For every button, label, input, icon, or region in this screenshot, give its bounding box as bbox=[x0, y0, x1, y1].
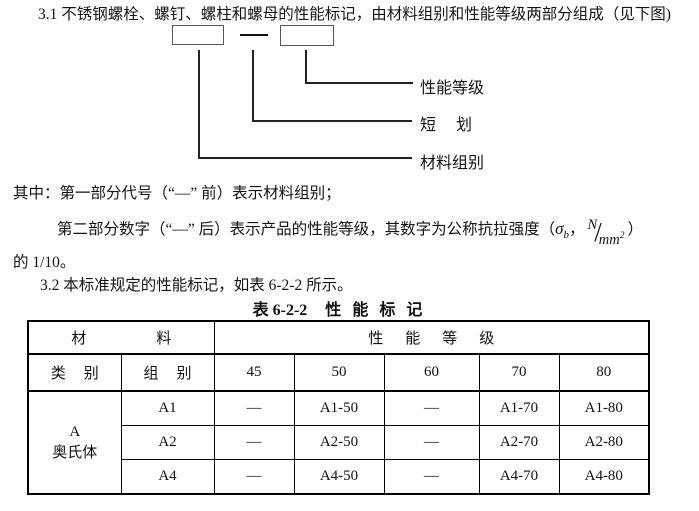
formula-comma: ， bbox=[569, 221, 585, 238]
group-cell: A4 bbox=[120, 459, 215, 495]
table-row-a1: A 奥氏体 A1 — A1-50 — A1-70 A1-80 bbox=[27, 390, 650, 495]
value-cell: A4-50 bbox=[293, 459, 385, 495]
leader-line-grade-vertical bbox=[305, 50, 307, 83]
table-title: 表 6-2-2 性能标记 bbox=[27, 296, 648, 320]
header-grade-70: 70 bbox=[478, 353, 560, 392]
leader-line-material-horizontal bbox=[198, 157, 412, 159]
value-cell: A4-80 bbox=[558, 459, 650, 495]
type-cell-austenite: A 奥氏体 bbox=[27, 390, 122, 495]
material-group-box bbox=[172, 25, 224, 45]
paragraph-3-2: 3.2 本标准规定的性能标记，如表 6-2-2 所示。 bbox=[40, 277, 353, 294]
paragraph-3-1: 3.1 不锈钢螺栓、螺钉、螺柱和螺母的性能标记，由材料组别和性能等级两部分组成（… bbox=[38, 6, 671, 23]
note-second-part: 第二部分数字（“—” 后）表示产品的性能等级，其数字为公称抗拉强度（σb， N/m… bbox=[57, 217, 643, 248]
label-dash-char1: 短 bbox=[420, 117, 437, 134]
header-material: 材料 bbox=[27, 320, 215, 355]
fraction-numerator: N bbox=[587, 217, 598, 233]
performance-marking-table: 材料 性能等级 类别 组别 45 50 60 70 80 A 奥氏体 A1 bbox=[27, 320, 651, 495]
note-second-part-text: 第二部分数字（“—” 后）表示产品的性能等级，其数字为公称抗拉强度（ bbox=[57, 221, 556, 238]
type-name: 奥氏体 bbox=[52, 444, 98, 461]
value-cell: A2-80 bbox=[558, 425, 650, 460]
group-cell: A2 bbox=[120, 425, 215, 460]
header-grade-45: 45 bbox=[213, 353, 295, 392]
leader-line-dash-horizontal bbox=[252, 120, 412, 122]
leader-line-grade-horizontal bbox=[305, 82, 413, 84]
value-cell: — bbox=[213, 459, 295, 495]
value-cell: — bbox=[383, 425, 480, 460]
formula-close-paren: ） bbox=[627, 221, 643, 238]
table-row-a2: A2 — A2-50 — A2-70 A2-80 bbox=[28, 425, 650, 460]
table-header-row-1: 材料 性能等级 bbox=[27, 320, 650, 355]
table-row-a4: A4 — A4-50 — A4-70 A4-80 bbox=[28, 459, 650, 495]
table-header-row-2: 类别 组别 45 50 60 70 80 bbox=[27, 353, 650, 392]
header-grade-60: 60 bbox=[383, 353, 480, 392]
value-cell: A1-70 bbox=[478, 390, 560, 426]
note-one-tenth: 的 1/10。 bbox=[13, 254, 76, 271]
header-grade-80: 80 bbox=[558, 353, 650, 392]
leader-line-material-vertical bbox=[198, 50, 200, 158]
fraction-slash: / bbox=[594, 217, 602, 247]
header-type: 类别 bbox=[27, 353, 122, 392]
leader-line-dash-vertical bbox=[252, 50, 254, 121]
table-title-text: 性能标记 bbox=[325, 302, 423, 319]
label-dash-char2: 划 bbox=[456, 117, 473, 134]
value-cell: A2-50 bbox=[293, 425, 385, 460]
fraction-denominator: mm2 bbox=[598, 231, 625, 248]
value-cell: — bbox=[383, 459, 480, 495]
header-performance-grade: 性能等级 bbox=[213, 320, 650, 355]
performance-grade-box bbox=[280, 25, 334, 46]
header-group: 组别 bbox=[120, 353, 215, 392]
value-cell: A1-50 bbox=[293, 390, 385, 426]
value-cell: — bbox=[213, 390, 295, 426]
value-cell: — bbox=[213, 425, 295, 460]
dash-symbol bbox=[240, 34, 268, 36]
group-cell: A1 bbox=[120, 390, 215, 426]
header-grade-50: 50 bbox=[293, 353, 385, 392]
type-letter: A bbox=[69, 423, 81, 440]
value-cell: A1-80 bbox=[558, 390, 650, 426]
sigma-symbol: σ bbox=[555, 219, 564, 238]
label-performance-grade: 性能等级 bbox=[420, 80, 485, 97]
table-title-number: 表 6-2-2 bbox=[252, 302, 308, 319]
label-dash: 短 划 bbox=[420, 111, 472, 135]
value-cell: A2-70 bbox=[478, 425, 560, 460]
fraction-denominator-exponent: 2 bbox=[619, 231, 625, 242]
fraction-denominator-base: mm bbox=[598, 232, 620, 248]
value-cell: — bbox=[383, 390, 480, 426]
label-material-group: 材料组别 bbox=[420, 155, 485, 172]
value-cell: A4-70 bbox=[478, 459, 560, 495]
note-first-part: 其中：第一部分代号（“—” 前）表示材料组别； bbox=[13, 185, 341, 202]
sigma-subscript: b bbox=[563, 229, 570, 242]
n-per-mm2-fraction: N/mm2 bbox=[587, 217, 625, 248]
